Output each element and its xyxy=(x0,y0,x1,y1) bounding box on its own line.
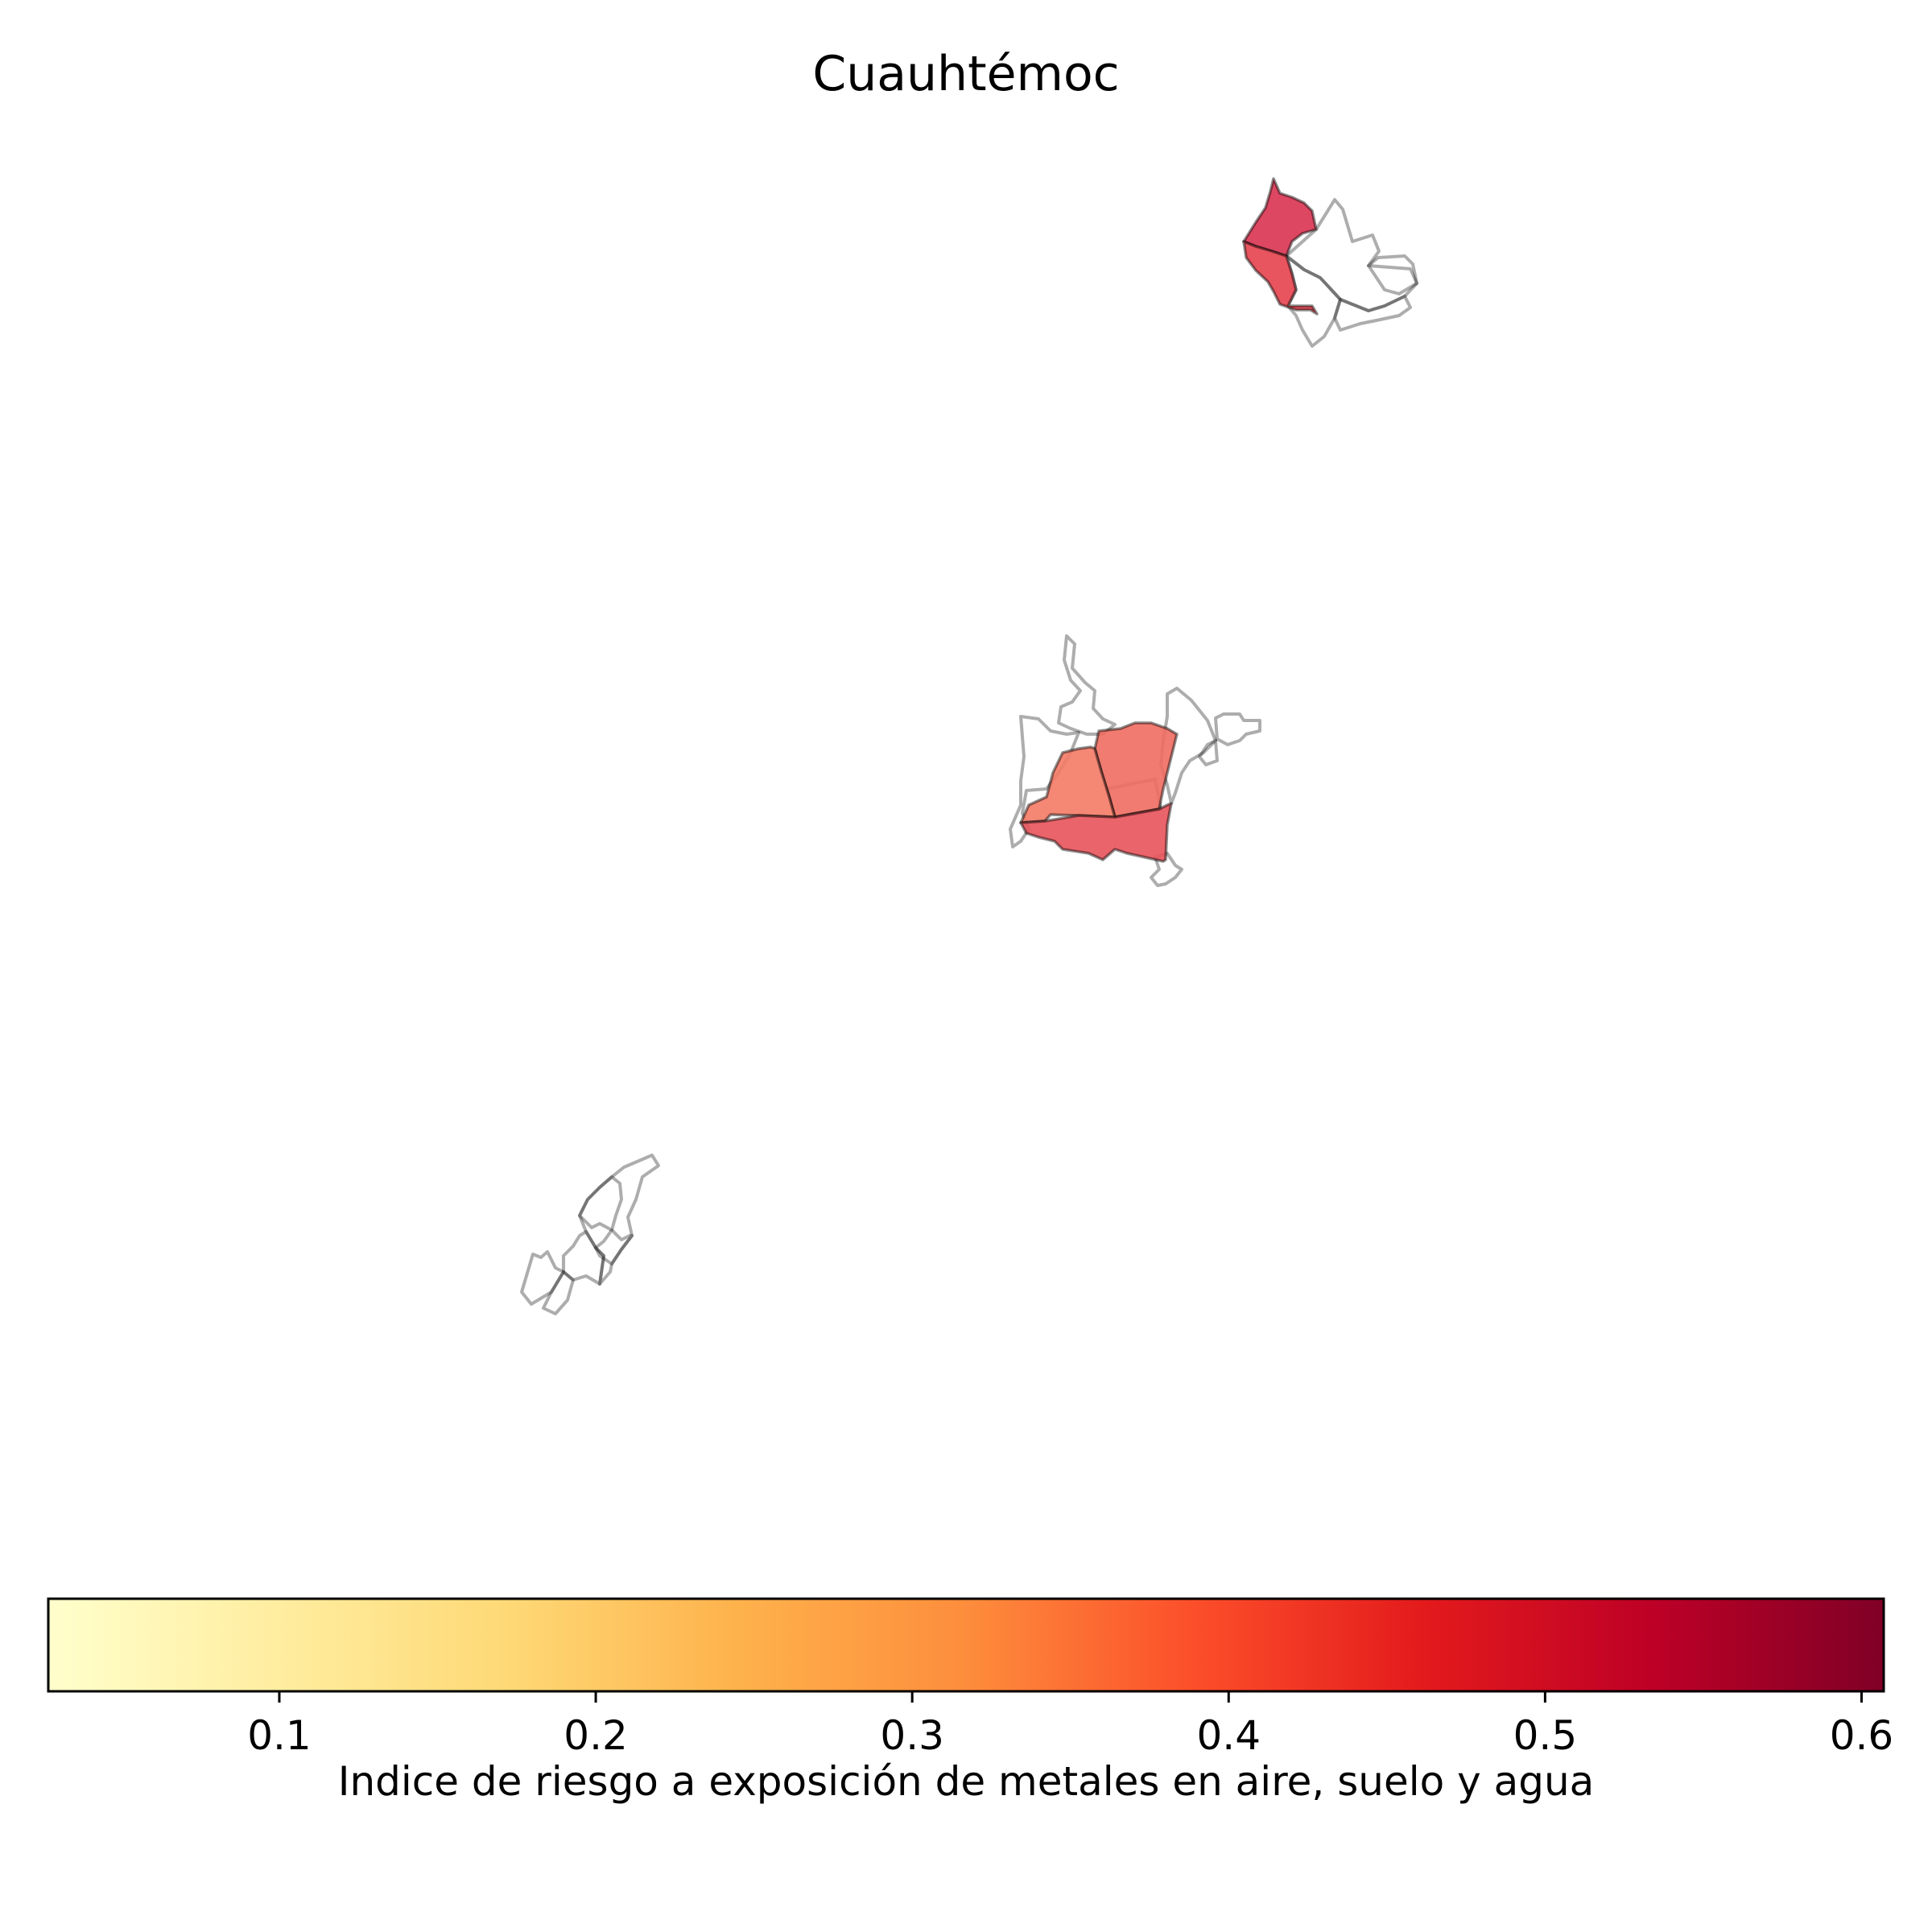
colonia-outline xyxy=(1009,715,1080,848)
colonia-outline xyxy=(1367,254,1418,295)
colorbar-tick-label: 0.2 xyxy=(564,1712,628,1759)
colorbar-tick-label: 0.5 xyxy=(1513,1712,1578,1759)
colorbar-tick-label: 0.4 xyxy=(1197,1712,1261,1759)
colonia-polygon xyxy=(1242,177,1318,258)
colonia-outline xyxy=(542,1270,575,1315)
colonia-outline xyxy=(1150,852,1183,887)
colonia-outline xyxy=(520,1250,565,1306)
colonia-outline xyxy=(1198,739,1219,766)
colonia-outline xyxy=(1214,712,1261,746)
southwest-cluster xyxy=(520,1154,660,1315)
colonia-outline xyxy=(594,1228,634,1265)
north-cluster xyxy=(1242,177,1418,348)
map-title: Cuauhtémoc xyxy=(812,46,1119,102)
colorbar-gradient xyxy=(47,1597,1885,1693)
colorbar: 0.1 0.2 0.3 0.4 0.5 0.6 Indice de riesgo a ex… xyxy=(47,1597,1894,1805)
colonia-outline xyxy=(1285,254,1342,348)
center-cluster xyxy=(1009,634,1261,887)
colonia-outline xyxy=(578,1154,660,1286)
colonia-polygon xyxy=(1242,240,1319,316)
colorbar-label: Indice de riesgo a exposición de metales… xyxy=(338,1758,1595,1805)
colonia-polygon xyxy=(1019,802,1173,863)
colorbar-tick-label: 0.3 xyxy=(880,1712,944,1759)
colonia-outline xyxy=(562,1230,605,1286)
colonia-outline xyxy=(1057,634,1117,736)
colorbar-tick-label: 0.6 xyxy=(1830,1712,1894,1759)
colonia-outline xyxy=(578,1175,623,1232)
colonia-outline xyxy=(1333,295,1412,332)
colorbar-tick-label: 0.1 xyxy=(247,1712,312,1759)
colonia-outline xyxy=(1285,198,1418,312)
